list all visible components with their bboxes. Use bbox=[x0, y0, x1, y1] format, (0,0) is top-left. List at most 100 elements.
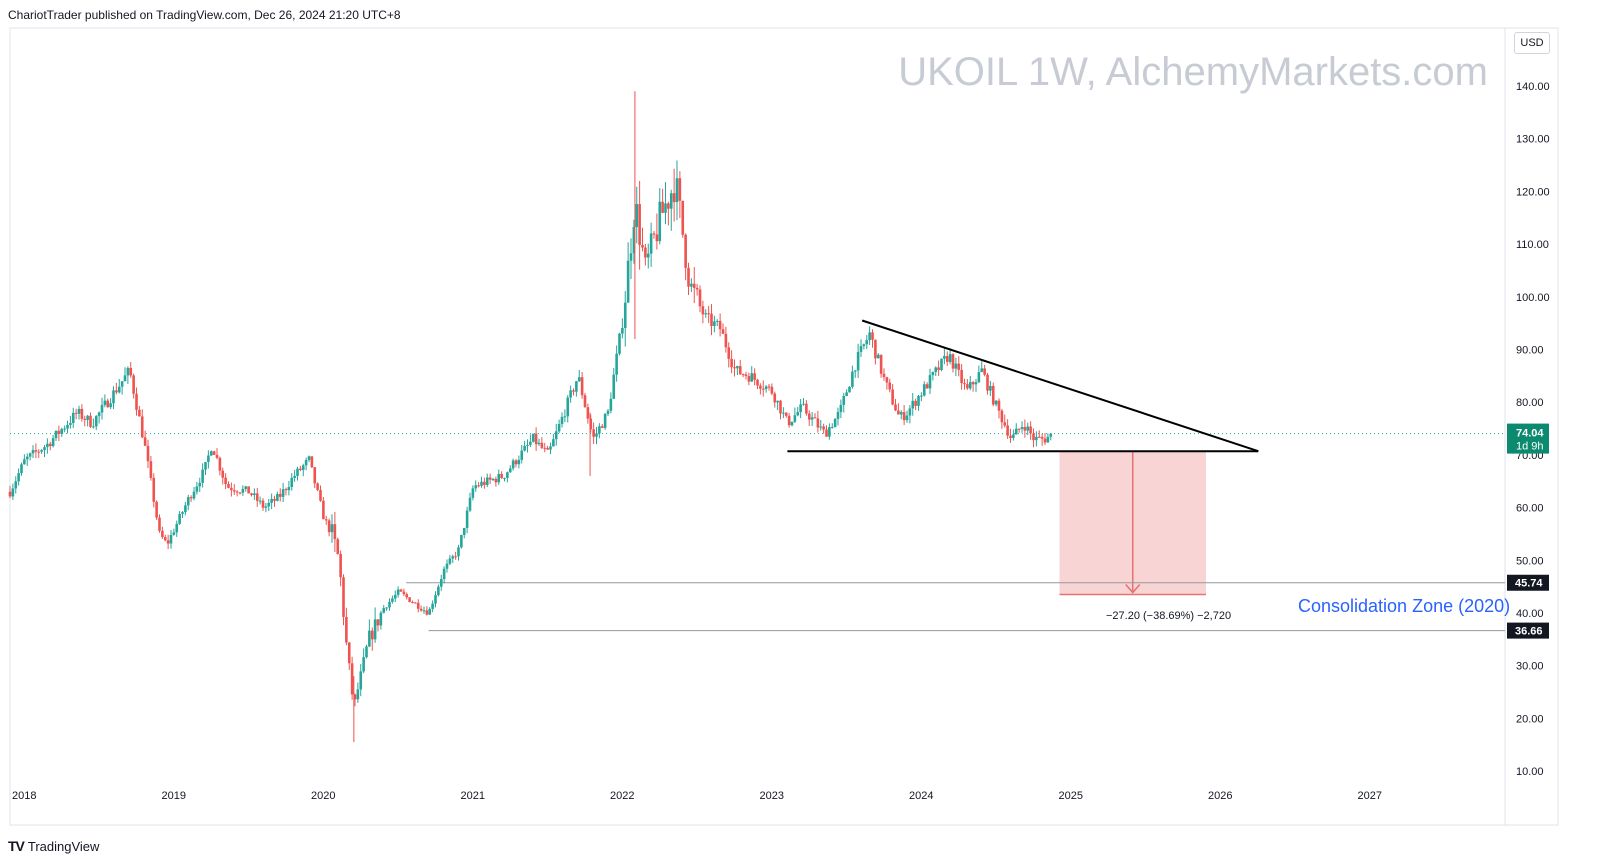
candle-body bbox=[882, 373, 886, 378]
candle-body bbox=[851, 371, 854, 387]
candle-body bbox=[368, 630, 371, 647]
candle-body bbox=[727, 347, 731, 359]
candle-body bbox=[991, 385, 995, 405]
candle-body bbox=[419, 608, 423, 611]
candle-body bbox=[273, 498, 276, 501]
candle-body bbox=[529, 441, 532, 445]
candle-body bbox=[1043, 438, 1047, 443]
y-tick-label: 40.00 bbox=[1516, 608, 1544, 620]
candle-body bbox=[385, 607, 388, 609]
candle-body bbox=[626, 260, 630, 303]
candle-body bbox=[17, 473, 20, 482]
candle-body bbox=[560, 416, 564, 425]
candle-body bbox=[632, 227, 636, 254]
candle-body bbox=[135, 393, 138, 410]
candle-body bbox=[736, 366, 739, 369]
candle-body bbox=[261, 500, 265, 508]
candle-body bbox=[977, 372, 981, 383]
candle-body bbox=[437, 586, 440, 596]
candle-body bbox=[192, 491, 196, 499]
candle-body bbox=[83, 418, 87, 420]
candle-body bbox=[537, 442, 541, 445]
candle-body bbox=[172, 532, 176, 535]
candle-body bbox=[112, 390, 115, 404]
candle-body bbox=[825, 429, 828, 437]
candle-body bbox=[465, 510, 469, 528]
candle-body bbox=[103, 400, 107, 406]
support-levels bbox=[10, 433, 1505, 632]
candle-body bbox=[963, 383, 966, 385]
candle-body bbox=[129, 367, 133, 376]
y-tick-label: 100.00 bbox=[1516, 292, 1550, 304]
candle-body bbox=[572, 390, 575, 392]
candle-body bbox=[255, 493, 259, 501]
candle-body bbox=[370, 630, 374, 640]
candle-body bbox=[782, 412, 785, 414]
tradingview-brand[interactable]: TV TradingView bbox=[8, 838, 99, 854]
candle-body bbox=[34, 450, 38, 452]
candle-body bbox=[776, 400, 779, 403]
x-tick-label: 2023 bbox=[760, 790, 784, 802]
candle-body bbox=[347, 642, 351, 664]
candle-body bbox=[580, 377, 584, 396]
x-tick-label: 2019 bbox=[162, 790, 186, 802]
candle-body bbox=[914, 400, 917, 406]
currency-button[interactable]: USD bbox=[1514, 32, 1550, 54]
candle-body bbox=[672, 193, 676, 203]
candle-body bbox=[839, 404, 843, 413]
candle-body bbox=[713, 321, 716, 326]
chart-frame bbox=[9, 27, 1559, 826]
candle-body bbox=[247, 486, 250, 494]
candle-body bbox=[577, 377, 581, 382]
candle-body bbox=[181, 512, 184, 514]
x-tick-label: 2018 bbox=[12, 790, 36, 802]
y-tick-label: 20.00 bbox=[1516, 713, 1544, 725]
candle-body bbox=[474, 485, 478, 489]
candle-body bbox=[126, 367, 130, 376]
candle-body bbox=[980, 368, 984, 373]
candle-body bbox=[583, 395, 587, 408]
x-tick-label: 2021 bbox=[461, 790, 485, 802]
candle-body bbox=[1003, 422, 1007, 426]
candle-body bbox=[922, 384, 926, 396]
candle-body bbox=[520, 450, 524, 460]
candle-body bbox=[166, 540, 170, 544]
candle-body bbox=[485, 477, 489, 486]
candle-body bbox=[957, 363, 961, 370]
candle-body bbox=[692, 283, 696, 288]
candle-body bbox=[750, 373, 754, 382]
candle-body bbox=[589, 418, 593, 430]
candle-body bbox=[928, 375, 932, 389]
candle-body bbox=[408, 597, 411, 602]
candle-body bbox=[543, 447, 547, 449]
x-axis: 2018 2019 2020 2021 2022 2023 2024 2025 2026 2027 bbox=[12, 790, 1382, 802]
candle-body bbox=[336, 539, 340, 554]
candle-body bbox=[212, 451, 216, 455]
candle-body bbox=[664, 203, 667, 213]
candle-body bbox=[943, 356, 946, 359]
candle-body bbox=[316, 483, 319, 490]
candle-body bbox=[74, 412, 78, 414]
candle-body bbox=[816, 418, 820, 428]
candle-body bbox=[333, 524, 337, 540]
candle-body bbox=[296, 468, 299, 476]
candle-body bbox=[488, 477, 492, 480]
candle-body bbox=[313, 467, 317, 484]
candle-body bbox=[209, 451, 213, 456]
candle-body bbox=[534, 433, 538, 445]
candle-body bbox=[586, 407, 590, 419]
candle-body bbox=[874, 339, 877, 359]
candle-body bbox=[948, 354, 952, 362]
candle-body bbox=[339, 553, 342, 578]
candle-body bbox=[431, 603, 434, 609]
candle-body bbox=[842, 395, 846, 405]
candle-body bbox=[704, 313, 708, 315]
candle-body bbox=[146, 445, 150, 462]
candle-body bbox=[966, 384, 969, 389]
x-tick-label: 2020 bbox=[311, 790, 335, 802]
candle-body bbox=[968, 382, 972, 389]
candle-body bbox=[350, 663, 354, 695]
candle-body bbox=[471, 488, 475, 498]
candle-body bbox=[161, 530, 164, 538]
